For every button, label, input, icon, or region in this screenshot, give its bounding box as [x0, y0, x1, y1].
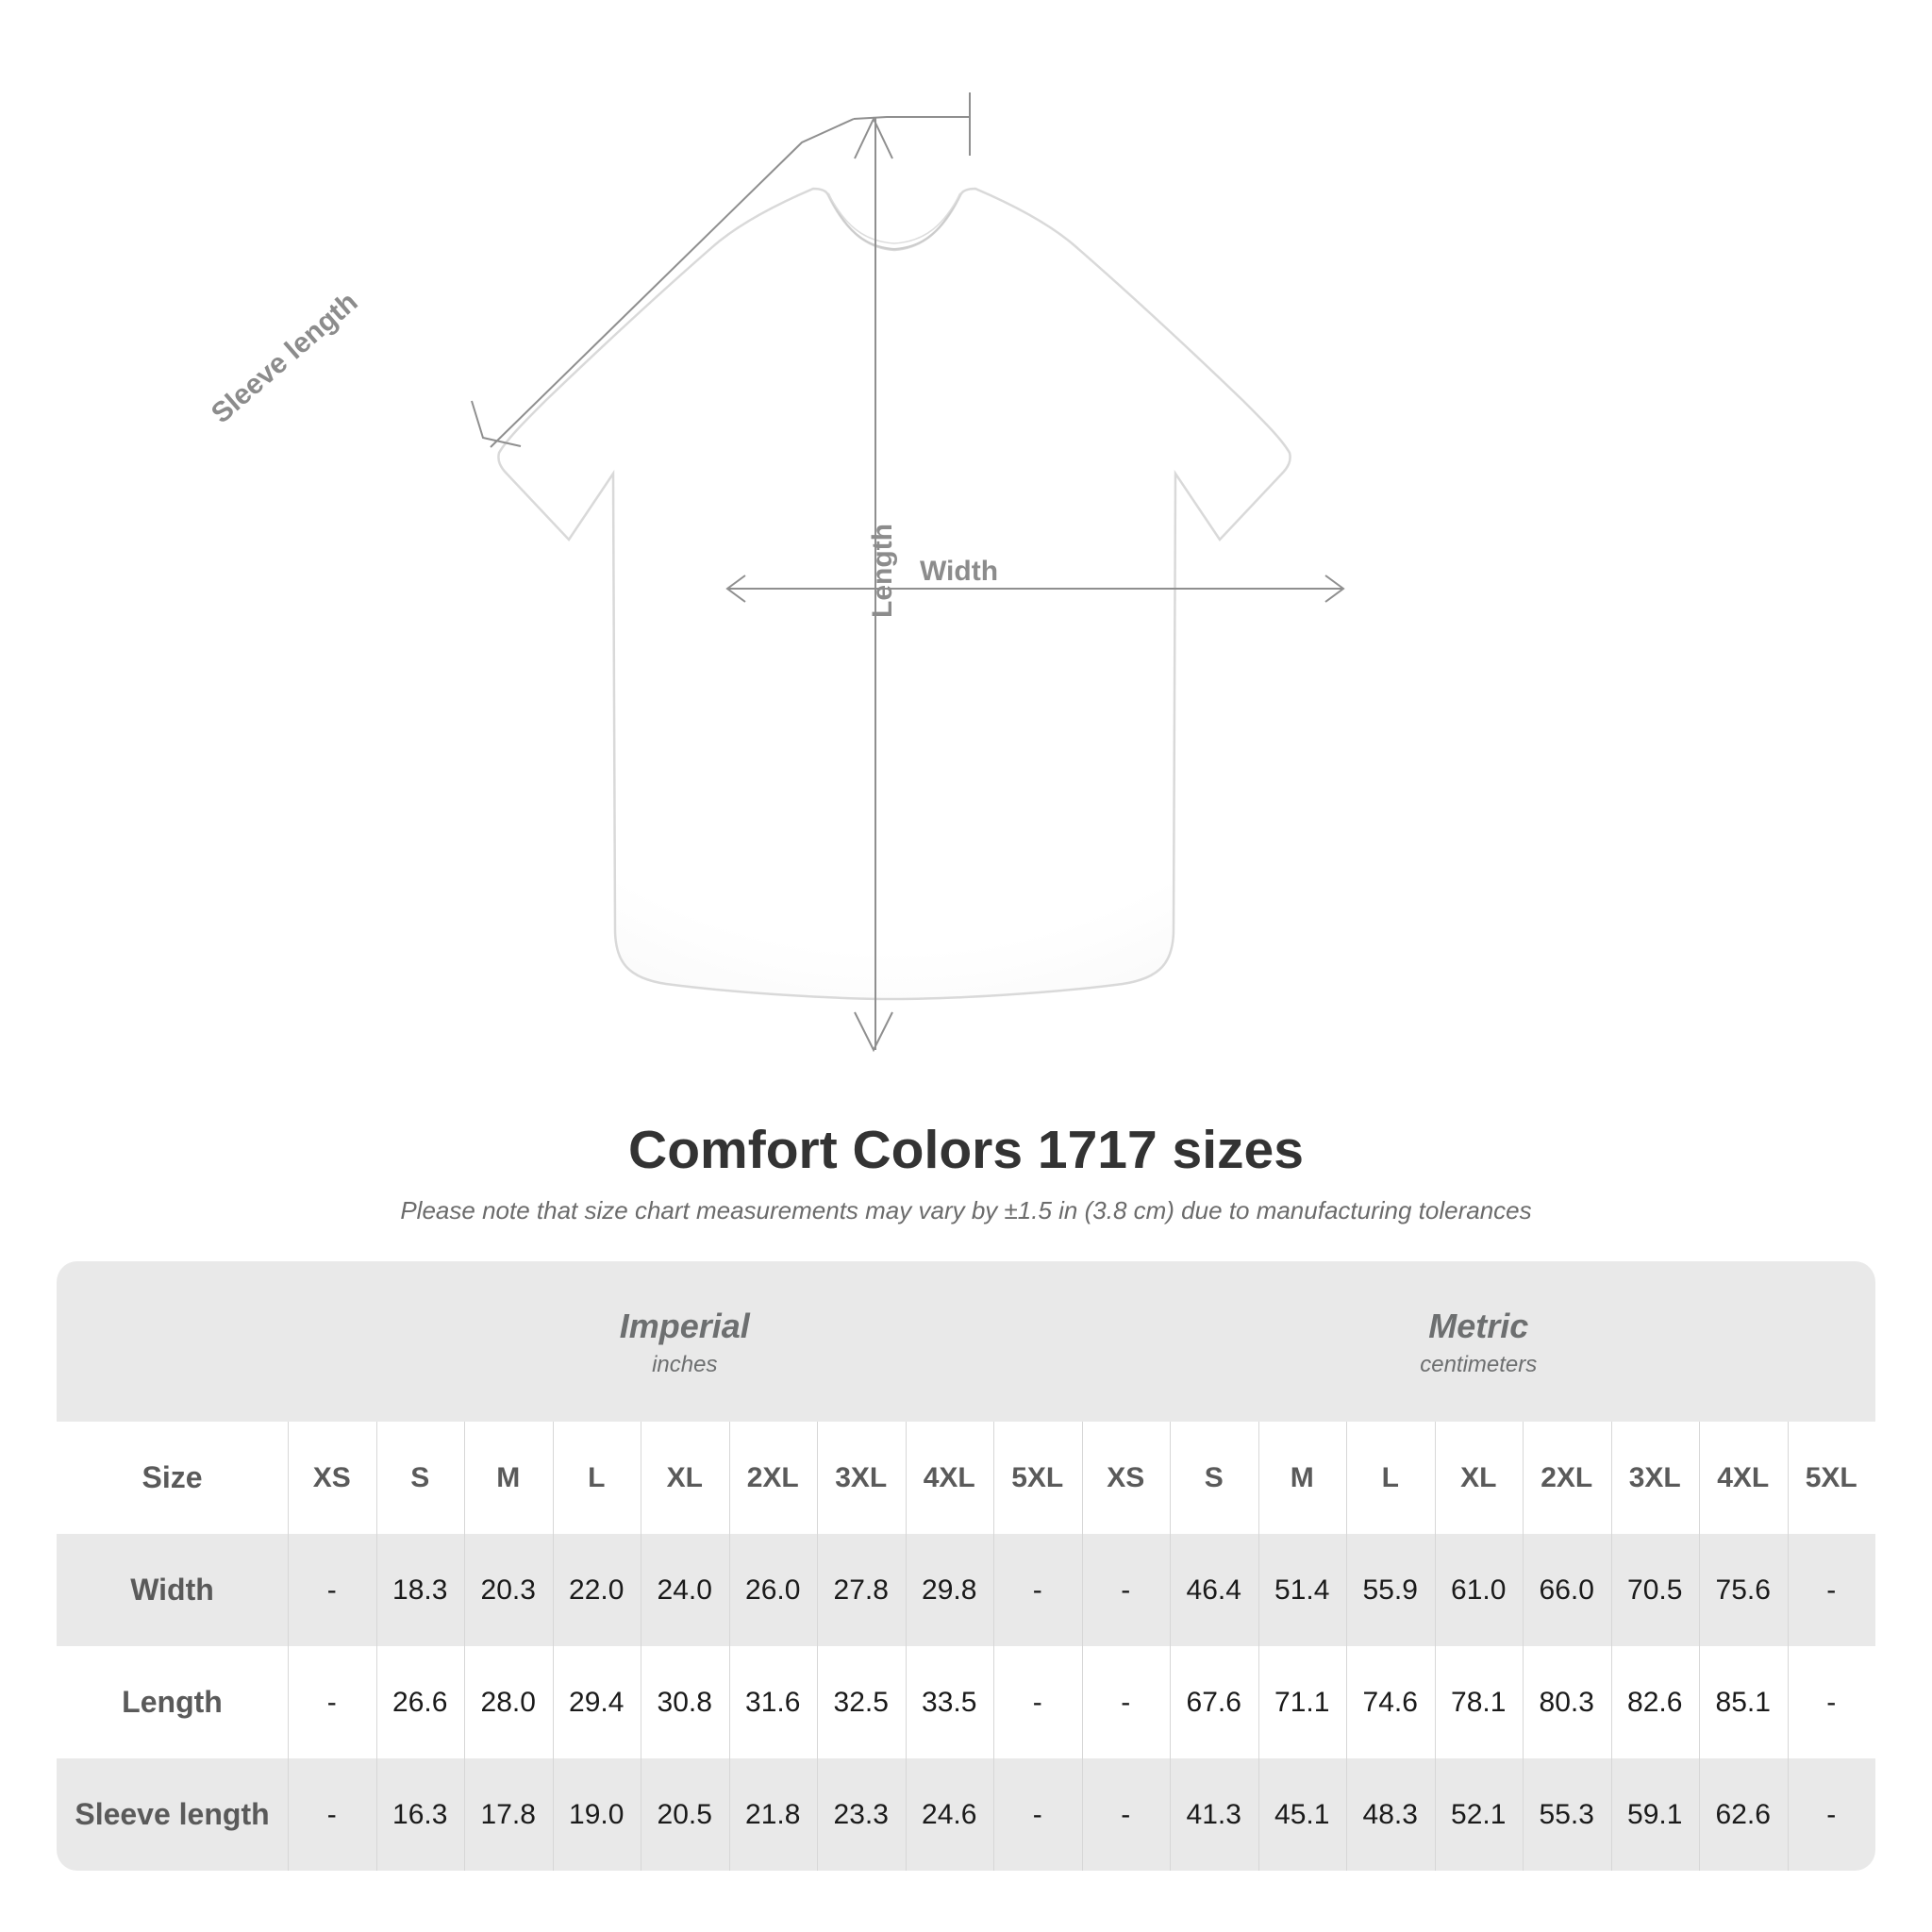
svg-text:Length: Length: [867, 524, 898, 618]
svg-text:Sleeve length: Sleeve length: [206, 286, 364, 429]
svg-text:Width: Width: [920, 556, 998, 587]
